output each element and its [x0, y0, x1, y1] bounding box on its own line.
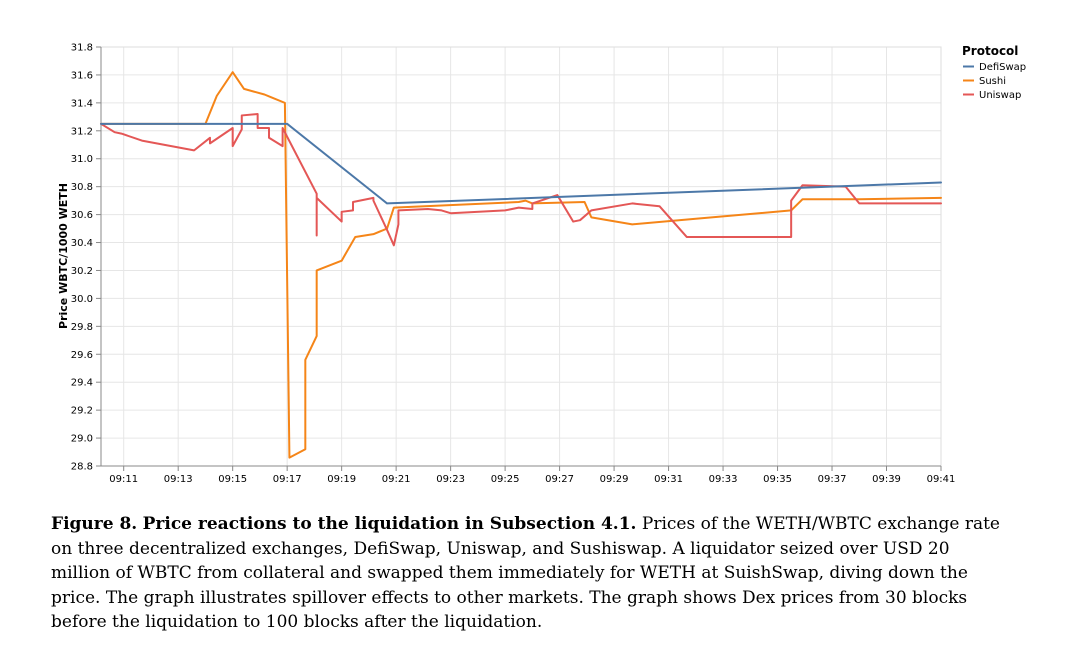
x-tick-label: 09:13: [164, 474, 193, 485]
y-tick-label: 29.4: [71, 378, 93, 389]
x-tick-label: 09:33: [709, 474, 738, 485]
x-tick-label: 09:17: [273, 474, 302, 485]
figure-caption: Figure 8. Price reactions to the liquida…: [51, 512, 1011, 635]
y-axis-title: Price WBTC/1000 WETH: [57, 183, 70, 329]
x-tick-label: 09:31: [654, 474, 683, 485]
axes: 28.8 29.0 29.2 29.4 29.6 29.8 30.0 30.2 30.4 30.6…: [71, 43, 956, 486]
legend: Protocol DefiSwap Sushi Uniswap: [962, 44, 1026, 101]
price-chart: 28.8 29.0 29.2 29.4 29.6 29.8 30.0 30.2 30.4 30.6…: [57, 43, 1026, 486]
y-tick-label: 31.4: [71, 98, 93, 109]
x-tick-label: 09:23: [436, 474, 465, 485]
x-tick-label: 09:41: [927, 474, 956, 485]
legend-title: Protocol: [962, 44, 1018, 58]
y-tick-label: 30.2: [71, 266, 93, 277]
y-tick-label: 31.0: [71, 154, 93, 165]
y-tick-label: 30.6: [71, 210, 93, 221]
x-tick-label: 09:39: [872, 474, 901, 485]
x-tick-label: 09:29: [600, 474, 629, 485]
y-tick-label: 28.8: [71, 462, 93, 473]
y-tick-label: 30.8: [71, 182, 93, 193]
x-tick-label: 09:25: [491, 474, 520, 485]
x-tick-label: 09:35: [763, 474, 792, 485]
x-tick-label: 09:11: [109, 474, 138, 485]
y-tick-label: 31.2: [71, 126, 93, 137]
x-tick-label: 09:15: [218, 474, 247, 485]
y-tick-label: 30.0: [71, 294, 93, 305]
series-lines: [100, 71, 942, 459]
y-tick-label: 31.8: [71, 43, 93, 54]
x-tick-label: 09:37: [818, 474, 847, 485]
x-tick-label: 09:27: [545, 474, 574, 485]
legend-label-defiswap: DefiSwap: [979, 62, 1026, 73]
caption-body: Prices of the WETH/WBTC exchange rate on…: [51, 514, 1000, 632]
y-tick-label: 31.6: [71, 70, 93, 81]
y-tick-label: 29.6: [71, 350, 93, 361]
x-tick-label: 09:19: [327, 474, 356, 485]
legend-label-sushi: Sushi: [979, 76, 1006, 87]
series-line-uniswap: [100, 113, 942, 247]
legend-label-uniswap: Uniswap: [979, 90, 1021, 101]
caption-label: Figure 8.: [51, 514, 138, 534]
y-tick-label: 29.8: [71, 322, 93, 333]
series-line-defiswap: [100, 122, 942, 205]
plot-frame: [100, 46, 942, 467]
gridlines: [100, 46, 942, 467]
series-line-sushi: [100, 71, 942, 459]
x-tick-label: 09:21: [382, 474, 411, 485]
y-tick-label: 30.4: [71, 238, 93, 249]
y-tick-label: 29.0: [71, 434, 93, 445]
caption-title: Price reactions to the liquidation in Su…: [142, 514, 637, 534]
y-tick-label: 29.2: [71, 406, 93, 417]
